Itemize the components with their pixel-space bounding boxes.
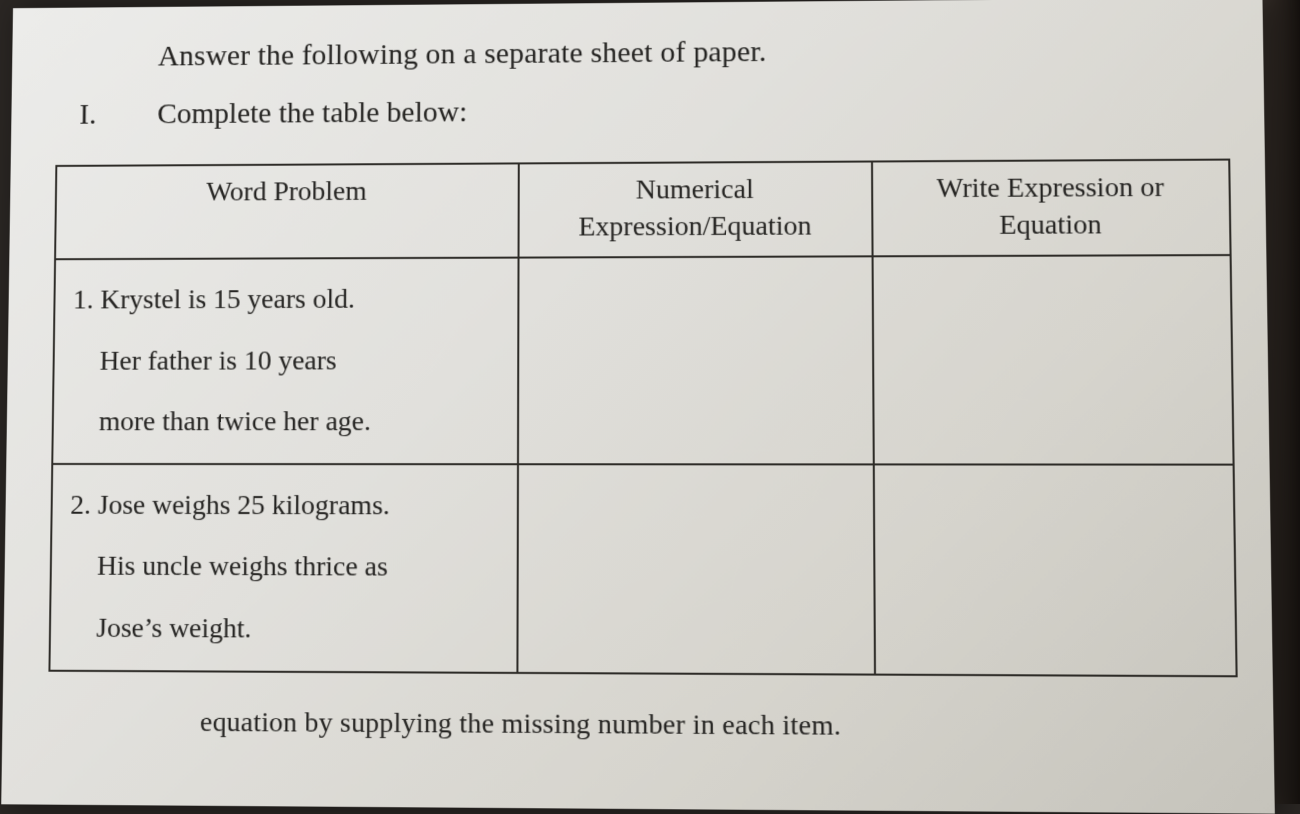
table-header-row: Word Problem Numerical Expression/Equati… [55,159,1231,259]
cell-problem-2: 2. Jose weighs 25 kilograms. His uncle w… [49,464,518,673]
problem-line: 1. Krystel is 15 years old. [73,269,500,331]
cell-classify-1 [872,255,1233,464]
section-number: I. [79,97,157,131]
footer-cutoff-text: equation by supplying the missing number… [200,706,1233,745]
worksheet-page: Answer the following on a separate sheet… [1,0,1275,814]
cell-problem-1: 1. Krystel is 15 years old. Her father i… [52,258,518,464]
instructions-text: Answer the following on a separate sheet… [158,26,1223,80]
cell-numerical-1 [518,256,873,464]
problem-line: His uncle weighs thrice as [69,536,499,599]
cell-numerical-2 [518,464,875,674]
problem-line: 2. Jose weighs 25 kilograms. [70,475,499,537]
problem-line: Her father is 10 years [72,330,500,392]
problem-line: more than twice her age. [71,391,499,453]
section-heading: I. Complete the table below: [79,90,1223,131]
worksheet-table: Word Problem Numerical Expression/Equati… [48,158,1237,677]
col-numerical: Numerical Expression/Equation [519,161,872,258]
col-word-problem: Word Problem [55,163,519,259]
table-row: 1. Krystel is 15 years old. Her father i… [52,255,1233,464]
problem-line: Jose’s weight. [68,598,498,662]
table-row: 2. Jose weighs 25 kilograms. His uncle w… [49,464,1236,676]
cell-classify-2 [873,464,1236,676]
section-text: Complete the table below: [157,95,467,130]
col-classify: Write Expression or Equation [872,159,1231,256]
